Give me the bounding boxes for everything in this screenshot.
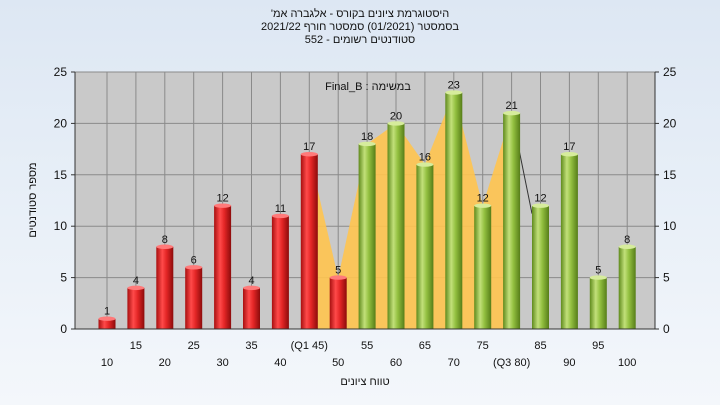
data-label: 18 — [361, 131, 373, 143]
y-tick-label-right: 10 — [663, 219, 677, 233]
data-label: 12 — [477, 193, 489, 205]
y-axis-label: מספר סטודנטים — [27, 162, 39, 237]
bar-top — [156, 244, 174, 249]
bar — [156, 246, 174, 329]
bar — [503, 113, 521, 330]
data-label: 5 — [595, 265, 601, 277]
bar — [560, 154, 578, 329]
title-line-3: 552 - סטודנטים רשומים — [304, 34, 416, 46]
data-label: 5 — [335, 265, 341, 277]
data-label: 4 — [133, 275, 139, 287]
data-label: 17 — [303, 141, 315, 153]
data-label: 6 — [191, 254, 197, 266]
bar — [185, 267, 203, 329]
data-label: 8 — [162, 234, 168, 246]
data-label: 1 — [104, 306, 110, 318]
y-tick-label-right: 15 — [663, 168, 677, 182]
data-label: 23 — [448, 80, 460, 92]
bar — [445, 92, 463, 329]
bar-top — [589, 275, 607, 280]
x-tick-label: 95 — [592, 340, 604, 352]
data-label: 21 — [505, 100, 517, 112]
x-axis-label: טווח ציונים — [340, 376, 389, 388]
data-label: 8 — [624, 234, 630, 246]
title-line-2: בסמסטר (01/2021) סמסטר חורף 2021/22 — [260, 21, 460, 33]
y-tick-label-left: 10 — [54, 219, 68, 233]
bar-top — [474, 203, 492, 208]
data-label: 16 — [419, 152, 431, 164]
data-label: 12 — [534, 193, 546, 205]
x-tick-label: 25 — [188, 340, 200, 352]
x-tick-label: (Q1 45) — [291, 340, 328, 352]
x-tick-label: 70 — [448, 357, 460, 369]
bar — [416, 164, 434, 329]
data-label: 11 — [275, 203, 286, 215]
bar — [300, 154, 318, 329]
bar-top — [300, 152, 318, 157]
bars — [98, 90, 636, 330]
bar-top — [214, 203, 232, 208]
bar — [243, 287, 260, 329]
bar-top — [185, 265, 203, 270]
bar-top — [329, 275, 347, 280]
x-tick-label: 90 — [563, 357, 575, 369]
y-tick-label-left: 20 — [54, 116, 68, 130]
chart-title: 'היסטוגרמת ציונים בקורס - אלגברה אמ בסמס… — [0, 8, 720, 47]
data-label: 20 — [390, 110, 402, 122]
bar-top — [271, 213, 289, 219]
bar — [127, 287, 145, 329]
x-tick-label: 55 — [361, 340, 373, 352]
x-tick-label: 30 — [216, 357, 228, 369]
data-label: 12 — [216, 193, 228, 205]
bar-top — [127, 285, 145, 291]
bar — [214, 205, 232, 329]
bar-top — [532, 203, 549, 208]
x-tick-label: 35 — [245, 340, 257, 352]
y-tick-label-right: 25 — [663, 65, 677, 79]
bar-top — [358, 141, 376, 147]
bar-top — [243, 285, 260, 291]
title-line-1: 'היסטוגרמת ציונים בקורס - אלגברה אמ — [270, 8, 450, 20]
bar — [271, 215, 289, 329]
axes — [71, 71, 659, 330]
bar — [618, 246, 636, 329]
bar-top — [445, 90, 463, 95]
bar — [329, 277, 347, 329]
x-tick-label: 75 — [477, 340, 489, 352]
x-tick-label: 15 — [130, 340, 142, 352]
x-tick-label: 100 — [618, 357, 636, 369]
data-label: 17 — [563, 141, 575, 153]
bar-top — [560, 152, 578, 157]
y-tick-label-right: 5 — [663, 271, 670, 285]
bar-top — [387, 121, 405, 126]
x-tick-label: 60 — [390, 357, 402, 369]
y-tick-label-left: 25 — [54, 65, 68, 79]
bar — [98, 318, 116, 329]
bar — [532, 205, 549, 329]
x-tick-label: 40 — [274, 357, 286, 369]
x-tick-label: 65 — [419, 340, 431, 352]
bar — [589, 277, 607, 329]
y-tick-label-left: 0 — [60, 322, 67, 336]
bar — [358, 143, 376, 329]
bar-top — [503, 110, 521, 116]
y-tick-label-right: 20 — [663, 116, 677, 130]
bar-top — [98, 316, 116, 321]
x-tick-label: 10 — [101, 357, 113, 369]
x-tick-label: (Q3 80) — [493, 357, 530, 369]
data-label: 4 — [248, 275, 254, 287]
x-tick-label: 20 — [159, 357, 171, 369]
legend-label: Final_B : במשימה — [325, 81, 411, 93]
bar — [387, 123, 405, 330]
x-tick-label: 50 — [332, 357, 344, 369]
bar-top — [618, 244, 636, 249]
y-tick-label-left: 5 — [60, 271, 67, 285]
y-tick-label-left: 15 — [54, 168, 68, 182]
bar-top — [416, 162, 434, 167]
y-tick-label-right: 0 — [663, 322, 670, 336]
bar — [474, 205, 492, 329]
x-tick-label: 85 — [534, 340, 546, 352]
